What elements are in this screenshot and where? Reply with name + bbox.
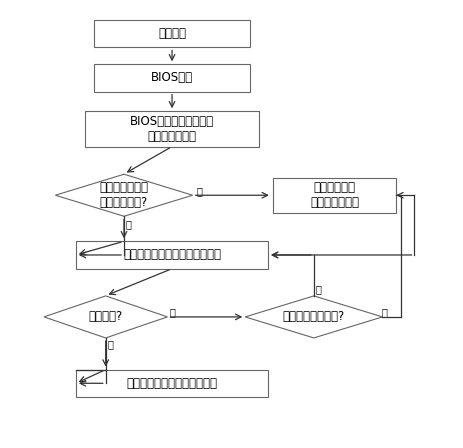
FancyBboxPatch shape [273,177,396,213]
Text: 是: 是 [382,307,388,318]
Polygon shape [44,296,168,338]
Polygon shape [56,174,193,216]
Text: 智能板读取指纹信息并进行比对: 智能板读取指纹信息并进行比对 [123,249,221,262]
Text: BIOS自检: BIOS自检 [151,72,193,85]
Text: 智能板存在且能
够正常初始化?: 智能板存在且能 够正常初始化? [100,181,149,209]
Polygon shape [245,296,382,338]
FancyBboxPatch shape [76,370,268,397]
Text: 失败次数达到阈值?: 失败次数达到阈值? [283,310,345,323]
Text: 主机上电: 主机上电 [158,27,186,40]
Text: 否: 否 [196,186,202,196]
Text: 是: 是 [107,339,113,349]
Text: 主机自动关机
（或其它操作）: 主机自动关机 （或其它操作） [310,181,359,209]
FancyBboxPatch shape [85,111,259,146]
Text: 是: 是 [125,219,131,229]
Text: 比对成功?: 比对成功? [88,310,123,323]
Text: 智能板释放电信号，正常启动: 智能板释放电信号，正常启动 [126,377,218,390]
FancyBboxPatch shape [94,64,250,92]
Text: 否: 否 [315,284,321,294]
FancyBboxPatch shape [94,20,250,47]
FancyBboxPatch shape [76,241,268,269]
Text: BIOS检测智能板的存在
并初始化智能板: BIOS检测智能板的存在 并初始化智能板 [130,115,214,143]
Text: 否: 否 [169,307,175,318]
